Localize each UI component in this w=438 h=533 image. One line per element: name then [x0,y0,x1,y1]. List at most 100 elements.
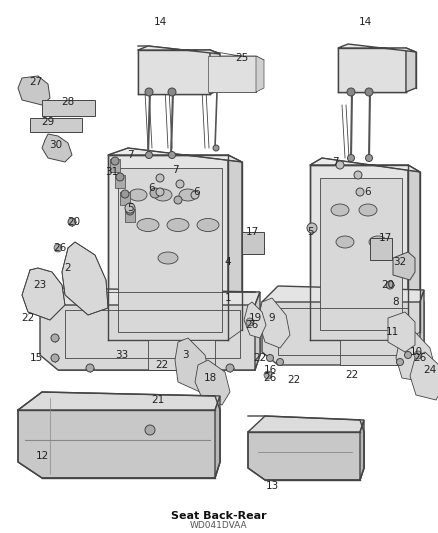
Text: 18: 18 [203,373,217,383]
Polygon shape [262,290,424,365]
Circle shape [145,425,155,435]
Circle shape [121,190,129,198]
Ellipse shape [336,236,354,248]
Circle shape [276,359,283,366]
Polygon shape [120,192,130,205]
Text: 26: 26 [53,243,67,253]
Polygon shape [393,252,415,280]
Circle shape [150,188,160,198]
Text: 6: 6 [148,183,155,193]
Polygon shape [258,298,290,348]
Polygon shape [208,56,256,92]
Circle shape [86,364,94,372]
Polygon shape [125,209,135,222]
Polygon shape [108,155,228,340]
Text: 20: 20 [381,280,395,290]
Polygon shape [248,416,364,432]
Text: 28: 28 [61,97,74,107]
Ellipse shape [137,219,159,231]
Polygon shape [118,168,222,332]
Ellipse shape [179,189,197,201]
Text: 7: 7 [172,165,178,175]
Polygon shape [42,134,72,162]
Polygon shape [148,340,215,370]
Polygon shape [248,420,364,480]
Polygon shape [175,338,210,392]
Text: 32: 32 [393,257,406,267]
Polygon shape [370,238,392,260]
Polygon shape [420,290,424,365]
Polygon shape [320,178,402,330]
Polygon shape [215,396,220,478]
Ellipse shape [167,219,189,231]
Circle shape [169,151,176,158]
Text: 21: 21 [152,395,165,405]
Polygon shape [360,420,364,480]
Text: 25: 25 [235,53,249,63]
Text: 7: 7 [332,157,338,167]
Text: 31: 31 [106,167,119,177]
Text: 24: 24 [424,365,437,375]
Ellipse shape [158,252,178,264]
Circle shape [116,173,124,181]
Polygon shape [340,340,398,365]
Text: 9: 9 [268,313,276,323]
Circle shape [68,218,76,226]
Circle shape [168,88,176,96]
Polygon shape [406,48,416,92]
Polygon shape [30,118,82,132]
Polygon shape [310,165,408,340]
Circle shape [365,155,372,161]
Circle shape [336,161,344,169]
Text: 26: 26 [263,373,277,383]
Polygon shape [42,100,95,116]
Circle shape [226,364,234,372]
Circle shape [347,155,354,161]
Polygon shape [338,44,416,52]
Circle shape [396,359,403,366]
Circle shape [111,157,119,165]
Text: 14: 14 [153,17,166,27]
Circle shape [264,371,272,379]
Circle shape [386,281,394,289]
Circle shape [414,351,422,359]
Text: 15: 15 [29,353,42,363]
Polygon shape [262,286,424,302]
Text: 19: 19 [248,313,261,323]
Polygon shape [138,46,220,54]
Text: 11: 11 [385,327,399,337]
Circle shape [145,151,152,158]
Text: 7: 7 [127,150,133,160]
Circle shape [356,188,364,196]
Circle shape [176,180,184,188]
Text: 17: 17 [245,227,258,237]
Circle shape [156,174,164,182]
Polygon shape [115,175,125,188]
Circle shape [51,354,59,362]
Polygon shape [18,76,50,105]
Text: 12: 12 [35,451,49,461]
Polygon shape [396,332,435,382]
Polygon shape [62,242,108,315]
Circle shape [354,171,362,179]
Ellipse shape [369,236,387,248]
Circle shape [365,88,373,96]
Polygon shape [242,232,264,254]
Text: 22: 22 [287,375,300,385]
Polygon shape [195,360,230,405]
Ellipse shape [331,204,349,216]
Polygon shape [18,396,220,478]
Polygon shape [310,158,420,172]
Text: 29: 29 [41,117,55,127]
Polygon shape [388,312,415,352]
Text: 1: 1 [225,293,231,303]
Polygon shape [40,292,260,370]
Circle shape [191,191,199,199]
Circle shape [125,203,135,213]
Text: 4: 4 [225,257,231,267]
Polygon shape [108,148,242,162]
Text: 22: 22 [21,313,35,323]
Circle shape [266,354,273,361]
Text: 6: 6 [194,187,200,197]
Text: 3: 3 [182,350,188,360]
